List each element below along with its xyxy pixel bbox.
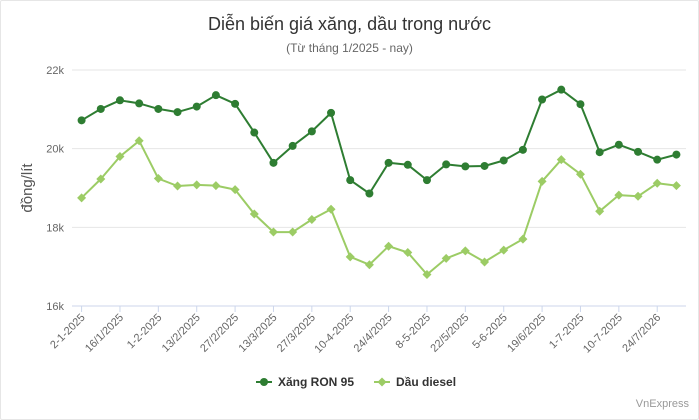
- data-point[interactable]: [288, 141, 297, 150]
- x-tick-label: 2-1-2025: [48, 312, 88, 352]
- data-point[interactable]: [441, 253, 451, 263]
- legend-label: Dầu diesel: [396, 375, 456, 389]
- x-tick-label: 27/2/2025: [198, 312, 241, 355]
- data-point[interactable]: [268, 227, 278, 237]
- data-point[interactable]: [672, 150, 681, 159]
- x-tick-label: 24/4/2025: [352, 312, 395, 355]
- data-point[interactable]: [633, 191, 643, 201]
- data-point[interactable]: [288, 227, 298, 237]
- y-axis-label: đồng/lít: [19, 163, 36, 213]
- data-point[interactable]: [671, 181, 681, 191]
- data-point[interactable]: [192, 102, 201, 111]
- credits-text: VnExpress: [635, 398, 689, 410]
- legend-circle-icon: [260, 378, 268, 386]
- data-point[interactable]: [326, 204, 336, 214]
- data-point[interactable]: [77, 193, 87, 203]
- data-point[interactable]: [557, 85, 566, 94]
- data-point[interactable]: [249, 209, 259, 219]
- data-point[interactable]: [595, 148, 604, 157]
- data-point[interactable]: [499, 245, 509, 255]
- data-point[interactable]: [231, 99, 240, 108]
- data-point[interactable]: [173, 181, 183, 191]
- data-point[interactable]: [384, 241, 394, 251]
- data-point[interactable]: [307, 127, 316, 136]
- data-point[interactable]: [614, 190, 624, 200]
- y-tick-label: 22k: [46, 65, 64, 77]
- data-point[interactable]: [518, 145, 527, 154]
- data-point[interactable]: [480, 257, 490, 267]
- data-point[interactable]: [134, 136, 144, 146]
- y-tick-label: 20k: [46, 144, 64, 156]
- data-point[interactable]: [422, 270, 432, 280]
- x-tick-label: 10-4-2025: [312, 312, 356, 356]
- data-point[interactable]: [460, 246, 470, 256]
- data-point[interactable]: [154, 104, 163, 113]
- data-point[interactable]: [211, 91, 220, 100]
- data-point[interactable]: [173, 108, 182, 117]
- x-tick-label: 8-5-2025: [393, 312, 433, 352]
- data-point[interactable]: [461, 162, 470, 171]
- data-point[interactable]: [614, 140, 623, 149]
- x-tick-label: 22/5/2025: [428, 312, 471, 355]
- data-point[interactable]: [403, 248, 413, 258]
- data-point[interactable]: [346, 176, 355, 185]
- legend-label: Xăng RON 95: [278, 375, 354, 389]
- data-point[interactable]: [480, 161, 489, 170]
- data-point[interactable]: [345, 252, 355, 262]
- x-tick-label: 1-7-2025: [547, 312, 587, 352]
- data-point[interactable]: [634, 147, 643, 156]
- data-point[interactable]: [595, 206, 605, 216]
- data-point[interactable]: [365, 189, 374, 198]
- data-point[interactable]: [442, 160, 451, 169]
- series-dau-diesel: [77, 136, 681, 280]
- x-tick-label: 19/6/2025: [505, 312, 548, 355]
- y-tick-label: 16k: [46, 301, 64, 313]
- chart-title: Diễn biến giá xăng, dầu trong nước: [207, 14, 492, 34]
- x-tick-label: 27/3/2025: [275, 312, 318, 355]
- series-xang-ron-95: [77, 85, 681, 198]
- data-point[interactable]: [537, 176, 547, 186]
- x-tick-label: 10-7-2025: [581, 312, 625, 356]
- data-point[interactable]: [77, 116, 86, 125]
- data-point[interactable]: [327, 108, 336, 117]
- data-point[interactable]: [364, 260, 374, 270]
- series-line: [81, 88, 677, 195]
- data-point[interactable]: [211, 181, 221, 191]
- x-tick-label: 24/7/2026: [620, 312, 663, 355]
- data-point[interactable]: [653, 155, 662, 164]
- data-point[interactable]: [518, 234, 528, 244]
- data-point[interactable]: [269, 158, 278, 167]
- data-point[interactable]: [576, 100, 585, 109]
- data-point[interactable]: [575, 169, 585, 179]
- x-tick-label: 1-2-2025: [125, 312, 165, 352]
- x-tick-label: 13/3/2025: [237, 312, 280, 355]
- data-point[interactable]: [499, 156, 508, 165]
- legend-item[interactable]: Dầu diesel: [374, 375, 456, 389]
- data-point[interactable]: [556, 155, 566, 165]
- x-tick-label: 5-6-2025: [470, 312, 510, 352]
- data-point[interactable]: [115, 96, 124, 105]
- data-point[interactable]: [403, 160, 412, 169]
- data-point[interactable]: [538, 95, 547, 104]
- data-point[interactable]: [96, 104, 105, 113]
- x-tick-label: 13/2/2025: [160, 312, 203, 355]
- data-point[interactable]: [384, 158, 393, 167]
- data-point[interactable]: [422, 176, 431, 185]
- data-point[interactable]: [96, 174, 106, 184]
- data-point[interactable]: [230, 185, 240, 195]
- x-tick-label: 16/1/2025: [83, 312, 126, 355]
- data-point[interactable]: [250, 128, 259, 137]
- series-line: [80, 139, 677, 276]
- data-point[interactable]: [652, 178, 662, 188]
- data-point[interactable]: [135, 99, 144, 108]
- legend-item[interactable]: Xăng RON 95: [256, 375, 354, 389]
- chart-subtitle: (Từ tháng 1/2025 - nay): [286, 41, 413, 55]
- data-point[interactable]: [115, 152, 125, 162]
- data-point[interactable]: [192, 180, 202, 190]
- data-point[interactable]: [307, 214, 317, 224]
- data-point[interactable]: [153, 174, 163, 184]
- legend-diamond-icon: [377, 377, 387, 387]
- y-tick-label: 18k: [46, 222, 64, 234]
